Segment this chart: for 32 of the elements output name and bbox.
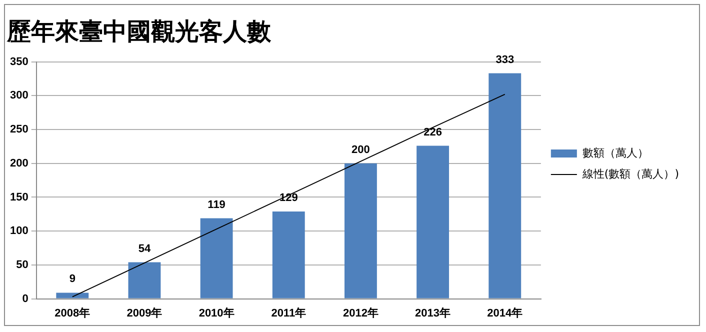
x-tick-label: 2014年 — [487, 306, 523, 320]
y-tick-label: 50 — [16, 258, 28, 271]
bar — [344, 163, 377, 298]
x-tick-label: 2013年 — [415, 306, 451, 320]
data-label: 54 — [138, 242, 152, 255]
x-tick-label: 2010年 — [198, 306, 234, 320]
bar — [272, 211, 305, 298]
bar — [128, 262, 161, 298]
y-tick-label: 300 — [10, 90, 28, 102]
data-label: 9 — [69, 273, 76, 286]
chart-title: 歷年來臺中國觀光客人數 — [6, 16, 272, 46]
legend-label: 線性(數額（萬人）) — [581, 167, 680, 180]
y-tick-label: 250 — [10, 124, 28, 136]
y-tick-label: 350 — [10, 56, 28, 68]
x-tick-label: 2012年 — [342, 306, 378, 320]
x-tick-label: 2008年 — [54, 306, 90, 320]
y-tick-label: 200 — [10, 157, 28, 170]
y-tick-label: 0 — [22, 292, 28, 305]
bar — [56, 292, 89, 298]
data-label: 333 — [496, 54, 514, 66]
y-tick-label: 100 — [10, 225, 28, 238]
bar — [488, 73, 522, 298]
bar — [200, 218, 233, 298]
x-tick-label: 2009年 — [126, 306, 162, 320]
data-label: 129 — [279, 192, 298, 204]
data-label: 200 — [352, 144, 370, 156]
y-tick-label: 150 — [10, 191, 28, 204]
bar — [416, 146, 450, 298]
data-label: 226 — [424, 126, 442, 138]
x-tick-label: 2011年 — [271, 306, 306, 320]
legend-label: 數額（萬人） — [582, 146, 648, 160]
data-label: 119 — [208, 198, 226, 211]
